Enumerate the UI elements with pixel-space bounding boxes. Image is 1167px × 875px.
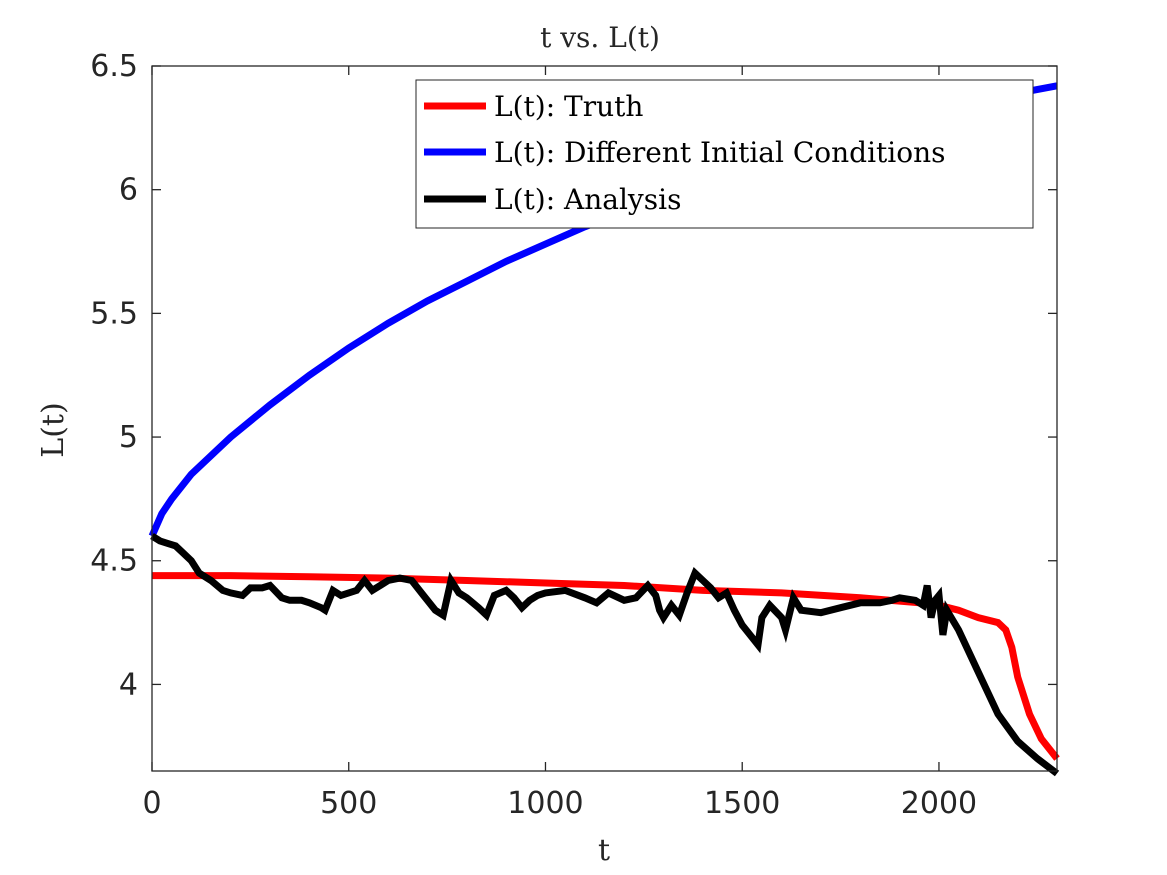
y-axis: 4 4.5 5 5.5 6 6.5 <box>90 49 1057 702</box>
x-tick-label: 2000 <box>901 786 977 821</box>
x-tick-label: 0 <box>142 786 161 821</box>
legend-box <box>415 79 1034 229</box>
x-tick-label: 1000 <box>507 786 583 821</box>
y-tick-label: 4 <box>119 667 138 702</box>
y-tick-label: 6 <box>119 173 138 208</box>
y-tick-label: 5.5 <box>90 296 138 331</box>
legend-label-truth: L(t): Truth <box>494 90 643 123</box>
series-line-analysis <box>150 533 1060 777</box>
x-axis-label: t <box>598 833 610 868</box>
y-tick-label: 5 <box>119 420 138 455</box>
x-axis: 0 500 1000 1500 2000 <box>142 66 977 821</box>
plot-frame <box>151 65 1058 772</box>
x-tick-label: 1500 <box>704 786 780 821</box>
legend-label-analysis: L(t): Analysis <box>494 183 681 216</box>
legend: L(t): Truth L(t): Different Initial Cond… <box>415 79 1034 229</box>
y-axis-label: L(t) <box>36 402 71 457</box>
legend-label-different-initial-conditions: L(t): Different Initial Conditions <box>494 136 946 169</box>
chart-title: t vs. L(t) <box>540 21 660 54</box>
y-tick-label: 4.5 <box>90 544 138 579</box>
y-tick-label: 6.5 <box>90 49 138 84</box>
x-tick-label: 500 <box>320 786 377 821</box>
